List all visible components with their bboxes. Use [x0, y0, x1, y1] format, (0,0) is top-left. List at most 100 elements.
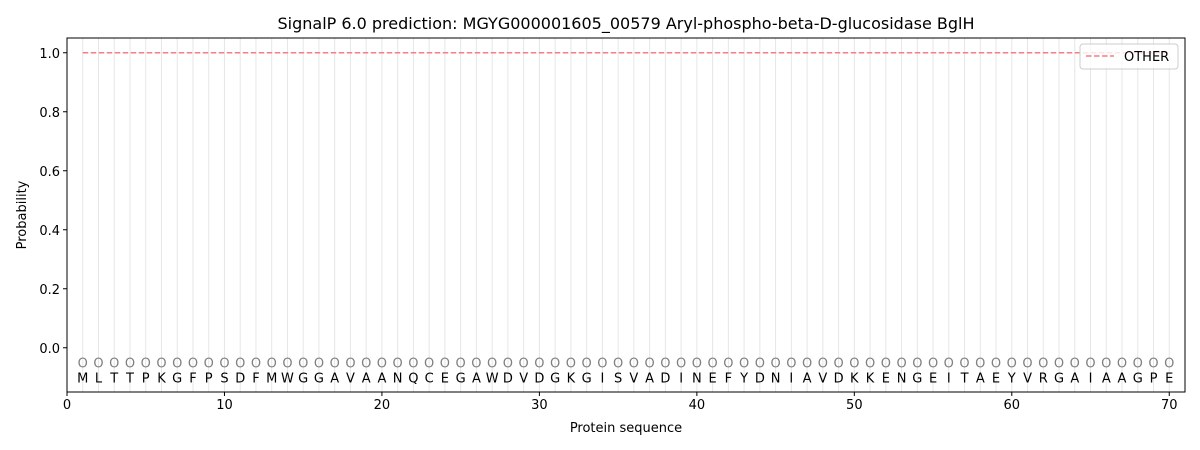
- residue-label: P: [205, 371, 213, 386]
- region-label: O: [991, 357, 1001, 372]
- region-label: O: [629, 357, 639, 372]
- residue-label: R: [1039, 371, 1048, 386]
- region-label: O: [849, 357, 859, 372]
- residue-label: A: [472, 371, 481, 386]
- residue-label: Y: [1007, 371, 1016, 386]
- residue-label: D: [534, 371, 544, 386]
- region-label: O: [1070, 357, 1080, 372]
- residue-label: S: [614, 371, 622, 386]
- residue-label: V: [629, 371, 638, 386]
- residue-label: T: [109, 371, 118, 386]
- region-label: O: [282, 357, 292, 372]
- region-label: O: [1148, 357, 1158, 372]
- region-label: O: [865, 357, 875, 372]
- residue-label: F: [189, 371, 196, 386]
- region-label: O: [440, 357, 450, 372]
- residue-label: C: [425, 371, 434, 386]
- residue-label: V: [346, 371, 355, 386]
- residue-label: I: [1089, 371, 1093, 386]
- residue-label: E: [441, 371, 449, 386]
- residue-label: E: [1165, 371, 1173, 386]
- region-label: O: [534, 357, 544, 372]
- residue-label: K: [850, 371, 859, 386]
- chart-title: SignalP 6.0 prediction: MGYG000001605_00…: [277, 14, 974, 34]
- residue-label: A: [976, 371, 985, 386]
- residue-label: N: [393, 371, 403, 386]
- residue-label: A: [1102, 371, 1111, 386]
- region-label: O: [566, 357, 576, 372]
- x-tick-label: 30: [531, 398, 548, 413]
- residue-label: W: [486, 371, 499, 386]
- region-label: O: [188, 357, 198, 372]
- region-label: O: [739, 357, 749, 372]
- residue-label: A: [362, 371, 371, 386]
- region-label: O: [818, 357, 828, 372]
- plot-frame: [66, 37, 1186, 393]
- region-label: O: [1101, 357, 1111, 372]
- region-label: O: [345, 357, 355, 372]
- residue-label: V: [1023, 371, 1032, 386]
- region-label: O: [786, 357, 796, 372]
- x-tick-label: 0: [63, 398, 71, 413]
- region-label: O: [204, 357, 214, 372]
- region-label: O: [692, 357, 702, 372]
- region-label: O: [424, 357, 434, 372]
- residue-label: G: [1133, 371, 1143, 386]
- x-axis-label: Protein sequence: [570, 421, 682, 436]
- region-label: O: [78, 357, 88, 372]
- region-label: O: [125, 357, 135, 372]
- residue-label: P: [142, 371, 150, 386]
- region-label: O: [408, 357, 418, 372]
- region-label: O: [156, 357, 166, 372]
- residue-label: V: [818, 371, 827, 386]
- region-label: O: [93, 357, 103, 372]
- region-label: O: [755, 357, 765, 372]
- y-tick-label: 0.6: [39, 165, 60, 180]
- residue-label: F: [725, 371, 732, 386]
- residue-label: D: [503, 371, 513, 386]
- residue-label: A: [1070, 371, 1079, 386]
- region-label: O: [1038, 357, 1048, 372]
- region-label: O: [1085, 357, 1095, 372]
- region-label: O: [833, 357, 843, 372]
- region-label: O: [109, 357, 119, 372]
- region-label: O: [219, 357, 229, 372]
- residue-label: I: [600, 371, 604, 386]
- region-label: O: [613, 357, 623, 372]
- region-label: O: [770, 357, 780, 372]
- x-tick-label: 20: [374, 398, 391, 413]
- region-label: O: [361, 357, 371, 372]
- region-label: O: [928, 357, 938, 372]
- residue-label: F: [252, 371, 259, 386]
- region-label: O: [235, 357, 245, 372]
- legend-label-other: OTHER: [1124, 50, 1169, 65]
- residue-label: S: [220, 371, 228, 386]
- region-label: O: [377, 357, 387, 372]
- region-label: O: [487, 357, 497, 372]
- region-label: O: [550, 357, 560, 372]
- residue-label: E: [708, 371, 716, 386]
- residue-label: N: [692, 371, 702, 386]
- residue-label: G: [298, 371, 308, 386]
- y-axis-label: Probability: [15, 180, 30, 249]
- residue-label: A: [1118, 371, 1127, 386]
- residue-label: E: [882, 371, 890, 386]
- residue-label: V: [519, 371, 528, 386]
- x-tick-label: 60: [1004, 398, 1021, 413]
- residue-label: K: [157, 371, 166, 386]
- region-label: O: [393, 357, 403, 372]
- region-label: O: [471, 357, 481, 372]
- region-label: O: [141, 357, 151, 372]
- region-label: O: [676, 357, 686, 372]
- residue-label: I: [789, 371, 793, 386]
- residue-label: T: [125, 371, 134, 386]
- residue-label: A: [803, 371, 812, 386]
- region-label: O: [881, 357, 891, 372]
- legend-box: [1079, 43, 1179, 70]
- residue-label: L: [95, 371, 103, 386]
- residue-label: D: [660, 371, 670, 386]
- residue-label: Q: [408, 371, 418, 386]
- residue-label: D: [235, 371, 245, 386]
- region-label: O: [912, 357, 922, 372]
- residue-label: M: [77, 371, 88, 386]
